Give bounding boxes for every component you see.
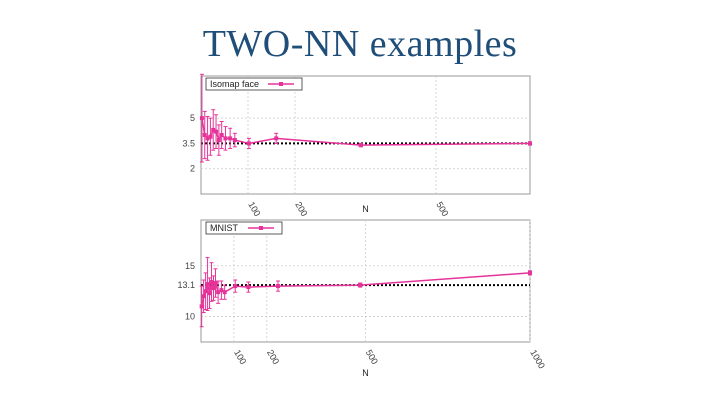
x-tick-label: 500 bbox=[364, 348, 380, 366]
data-point bbox=[213, 281, 218, 286]
legend-marker bbox=[279, 82, 283, 86]
legend-label: MNIST bbox=[210, 223, 239, 233]
legend-marker bbox=[259, 226, 263, 230]
y-tick-label: 15 bbox=[185, 261, 195, 271]
chart-2: 10 13.1 15 100 200 500 1000 N MNIST bbox=[177, 219, 547, 378]
x-tick-label: 200 bbox=[293, 200, 309, 218]
data-point bbox=[208, 134, 213, 139]
y-tick-label: 5 bbox=[190, 113, 195, 123]
data-point bbox=[203, 289, 208, 294]
x-tick-label: 500 bbox=[434, 200, 450, 218]
x-axis-label: N bbox=[362, 368, 369, 378]
legend-box bbox=[205, 77, 303, 91]
data-point bbox=[199, 304, 204, 309]
legend-label: Isomap face bbox=[210, 79, 259, 89]
x-axis-label: N bbox=[362, 204, 369, 214]
y-tick-label: 3.5 bbox=[182, 138, 195, 148]
data-point bbox=[246, 285, 251, 290]
data-point bbox=[358, 143, 363, 148]
plot-frame bbox=[200, 75, 531, 195]
data-point bbox=[233, 284, 238, 289]
data-point bbox=[207, 291, 212, 296]
data-point bbox=[219, 133, 224, 137]
data-point bbox=[246, 141, 251, 146]
x-tick-label: 1000 bbox=[528, 348, 547, 370]
y-tick-label: 2 bbox=[190, 164, 195, 174]
y-tick-label: 10 bbox=[185, 312, 195, 322]
data-point bbox=[202, 133, 207, 137]
x-tick-label: 100 bbox=[232, 348, 248, 366]
data-point bbox=[216, 138, 221, 143]
data-point bbox=[274, 136, 279, 141]
x-tick-label: 200 bbox=[265, 348, 281, 366]
data-point bbox=[222, 290, 227, 295]
data-point bbox=[232, 138, 237, 143]
data-point bbox=[214, 129, 219, 134]
data-point bbox=[528, 270, 532, 275]
data-point bbox=[201, 294, 206, 299]
data-point bbox=[219, 288, 224, 293]
data-point bbox=[211, 286, 216, 291]
chart-1: 2 3.5 5 100 200 500 N Isomap face bbox=[182, 73, 532, 218]
series-line bbox=[200, 272, 531, 307]
data-point bbox=[358, 283, 363, 288]
y-tick-label: 13.1 bbox=[177, 280, 195, 290]
data-point bbox=[228, 136, 233, 141]
data-point bbox=[216, 290, 221, 295]
data-point bbox=[223, 136, 228, 141]
legend-box bbox=[205, 221, 283, 235]
data-point bbox=[211, 127, 216, 132]
x-tick-label: 100 bbox=[246, 200, 262, 218]
slide-title: TWO-NN examples bbox=[202, 23, 518, 65]
data-point bbox=[209, 280, 214, 285]
data-point bbox=[275, 284, 280, 289]
data-point bbox=[205, 136, 210, 141]
data-point bbox=[205, 282, 210, 287]
data-point bbox=[528, 141, 532, 146]
data-point bbox=[199, 116, 204, 121]
